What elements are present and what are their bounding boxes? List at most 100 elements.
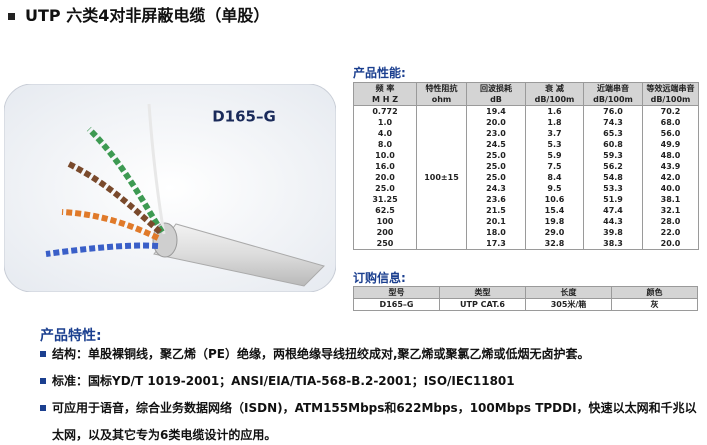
page-title: UTP 六类4对非屏蔽电缆（单股） [25, 6, 270, 25]
table-cell: 38.1 [642, 194, 699, 205]
table-cell: 56.2 [583, 161, 643, 172]
column-unit: dB/100m [650, 95, 691, 104]
table-cell: 16.0 [353, 161, 417, 172]
column-header: 颜色 [611, 286, 698, 299]
table-cell: 3.7 [525, 128, 584, 139]
table-row: 8.0 24.5 5.3 60.8 49.9 [353, 139, 699, 150]
table-cell: 24.3 [466, 183, 526, 194]
product-label: D165–G [212, 108, 276, 126]
bullet [40, 405, 46, 411]
column-header: 类型 [439, 286, 526, 299]
table-cell: UTP CAT.6 [439, 298, 526, 311]
table-cell: 23.0 [466, 128, 526, 139]
table-row: 10.0 25.0 5.9 59.3 48.0 [353, 150, 699, 161]
table-row: 16.0 25.0 7.5 56.2 43.9 [353, 161, 699, 172]
table-cell: 20.0 [466, 117, 526, 128]
column-unit: dB/100m [593, 95, 633, 104]
table-cell: 18.0 [466, 227, 526, 238]
feature-text: 标准：国标YD/T 1019-2001；ANSI/EIA/TIA-568-B.2… [52, 374, 515, 388]
table-cell: 56.0 [642, 128, 699, 139]
table-cell: 22.0 [642, 227, 699, 238]
table-cell: 305米/箱 [525, 298, 612, 311]
table-cell: 28.0 [642, 216, 699, 227]
table-cell: 42.0 [642, 172, 699, 183]
section-title: 订购信息: [353, 271, 406, 285]
column-name: 频 率 [375, 84, 395, 93]
column-name: 近端串音 [597, 84, 629, 93]
table-cell: 7.5 [525, 161, 584, 172]
table-cell: 5.3 [525, 139, 584, 150]
feature-text: 结构：单股裸铜线，聚乙烯（PE）绝缘，两根绝缘导线扭绞成对,聚乙烯或聚氯乙烯或低… [52, 347, 590, 361]
table-cell: 4.0 [353, 128, 417, 139]
table-body: 0.772 100±15 19.4 1.6 76.0 70.2 1.0 20.0 1.8 74.3… [353, 105, 699, 250]
column-name: 特性阻抗 [425, 84, 458, 93]
table-cell: 1.8 [525, 117, 584, 128]
table-row: 4.0 23.0 3.7 65.3 56.0 [353, 128, 699, 139]
column-header: 长度 [525, 286, 612, 299]
table-cell: 24.5 [466, 139, 526, 150]
column-unit: ohm [431, 95, 452, 104]
feature-item: 结构：单股裸铜线，聚乙烯（PE）绝缘，两根绝缘导线扭绞成对,聚乙烯或聚氯乙烯或低… [38, 341, 698, 368]
section-title: 产品性能: [353, 66, 406, 80]
table-cell: 20.0 [353, 172, 417, 183]
column-unit: dB [490, 95, 502, 104]
table-row: D165–G UTP CAT.6 305米/箱灰 [353, 298, 698, 311]
header-row: 型号 类型 长度 颜色 [353, 286, 698, 299]
table-cell: 59.3 [583, 150, 643, 161]
table-cell: 灰 [611, 298, 698, 311]
table-cell: 20.0 [642, 238, 699, 250]
table-cell: 100 [353, 216, 417, 227]
table-row: 31.25 23.6 10.6 51.9 38.1 [353, 194, 699, 205]
table-cell: 60.8 [583, 139, 643, 150]
table-cell: 250 [353, 238, 417, 250]
table-row: 100 20.1 19.8 44.3 28.0 [353, 216, 699, 227]
column-header: 回波损耗 dB [466, 82, 526, 106]
table-cell: 70.2 [642, 105, 699, 117]
table-row: 200 18.0 29.0 39.8 22.0 [353, 227, 699, 238]
column-name: 衰 减 [545, 84, 564, 93]
table-cell: 1.0 [353, 117, 417, 128]
table-cell: 32.1 [642, 205, 699, 216]
column-name: 回波损耗 [480, 84, 512, 93]
table-cell: 76.0 [583, 105, 643, 117]
table-cell: 19.4 [466, 105, 526, 117]
table-cell: 25.0 [353, 183, 417, 194]
column-header: 等效远端串音 dB/100m [642, 82, 699, 106]
column-name: 等效远端串音 [646, 84, 695, 93]
table-cell: 54.8 [583, 172, 643, 183]
table-cell: 44.3 [583, 216, 643, 227]
table-cell: 43.9 [642, 161, 699, 172]
table-cell: 8.4 [525, 172, 584, 183]
table-cell: 53.3 [583, 183, 643, 194]
table-cell: 20.1 [466, 216, 526, 227]
table-cell: 19.8 [525, 216, 584, 227]
table-cell: 1.6 [525, 105, 584, 117]
column-header: 型号 [353, 286, 440, 299]
table-row: 0.772 100±15 19.4 1.6 76.0 70.2 [353, 105, 699, 250]
ordering-table: 型号 类型 长度 颜色 D165–G UTP CAT.6 305米/箱灰 [353, 286, 698, 311]
table-cell: 47.4 [583, 205, 643, 216]
column-unit: dB/100m [534, 95, 575, 104]
table-cell: 17.3 [466, 238, 526, 250]
table-cell: 9.5 [525, 183, 584, 194]
table-cell: 29.0 [525, 227, 584, 238]
table-cell: 15.4 [525, 205, 584, 216]
column-header: 近端串音 dB/100m [583, 82, 643, 106]
performance-table: 频 率 M H Z 特性阻抗 ohm 回波损耗 dB 衰 减 dB/100m 近端串音 dB/10… [353, 82, 699, 250]
table-cell: 32.8 [525, 238, 584, 250]
table-row: 20.0 25.0 8.4 54.8 42.0 [353, 172, 699, 183]
table-cell: 38.3 [583, 238, 643, 250]
feature-list: 结构：单股裸铜线，聚乙烯（PE）绝缘，两根绝缘导线扭绞成对,聚乙烯或聚氯乙烯或低… [38, 341, 698, 445]
table-cell: 25.0 [466, 161, 526, 172]
column-header: 衰 减 dB/100m [525, 82, 584, 106]
table-cell: 49.9 [642, 139, 699, 150]
bullet [40, 378, 46, 384]
header: UTP 六类4对非屏蔽电缆（单股） [8, 2, 269, 26]
column-header: 特性阻抗 ohm [416, 82, 467, 106]
table-cell: 10.6 [525, 194, 584, 205]
table-cell: 10.0 [353, 150, 417, 161]
product-image: D165–G [4, 84, 336, 292]
section-title: 产品特性: [40, 328, 102, 344]
table-cell: 25.0 [466, 172, 526, 183]
